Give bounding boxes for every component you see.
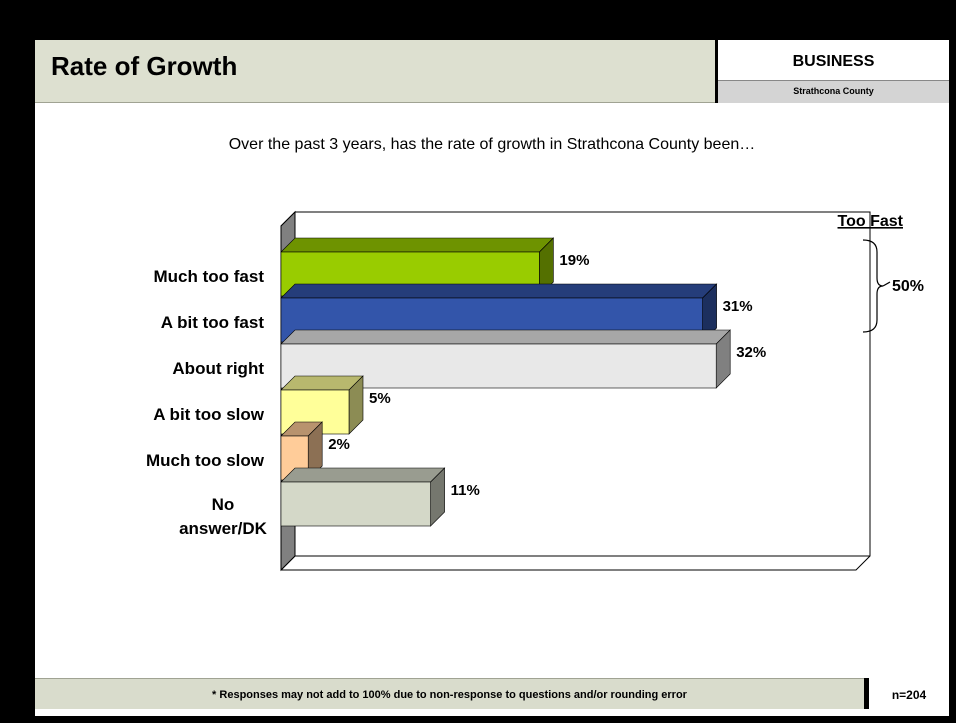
sample-size: n=204 (869, 678, 949, 708)
section-sublabel: Strathcona County (718, 80, 949, 103)
category-label: A bit too slow (153, 405, 265, 424)
bar-top (280, 329, 731, 345)
value-labels: 19% 31% 32% 5% 2% 11% (328, 252, 766, 499)
bars (280, 237, 731, 527)
bar-top (280, 283, 718, 299)
category-label: A bit too fast (161, 313, 265, 332)
bar-chart: Much too fast A bit too fast About right A … (146, 210, 924, 572)
value-label: 2% (328, 436, 350, 453)
footer-divider (864, 678, 869, 709)
category-label: No answer/DK (179, 495, 268, 538)
slide: Rate of Growth BUSINESS Strathcona Count… (35, 40, 949, 716)
section-label: BUSINESS (718, 40, 949, 80)
header-divider (715, 40, 718, 103)
value-label: 11% (451, 482, 480, 499)
value-label: 19% (559, 252, 589, 269)
value-label: 32% (736, 344, 766, 361)
category-label: About right (172, 359, 264, 378)
category-label: Much too slow (146, 451, 265, 470)
footnote: * Responses may not add to 100% due to n… (35, 678, 864, 709)
bar-front (280, 481, 431, 527)
bar-top (280, 467, 446, 483)
page-title: Rate of Growth (51, 51, 238, 81)
category-labels: Much too fast A bit too fast About right A … (146, 267, 268, 538)
bar-top (280, 237, 555, 253)
survey-question: Over the past 3 years, has the rate of g… (228, 136, 756, 153)
too-fast-total: 50% (892, 278, 924, 295)
value-label: 31% (723, 298, 753, 315)
bar-5 (280, 467, 446, 527)
category-label: Much too fast (154, 267, 265, 286)
too-fast-annotation: Too Fast 50% (838, 213, 924, 333)
value-label: 5% (369, 390, 391, 407)
too-fast-label: Too Fast (838, 213, 904, 230)
